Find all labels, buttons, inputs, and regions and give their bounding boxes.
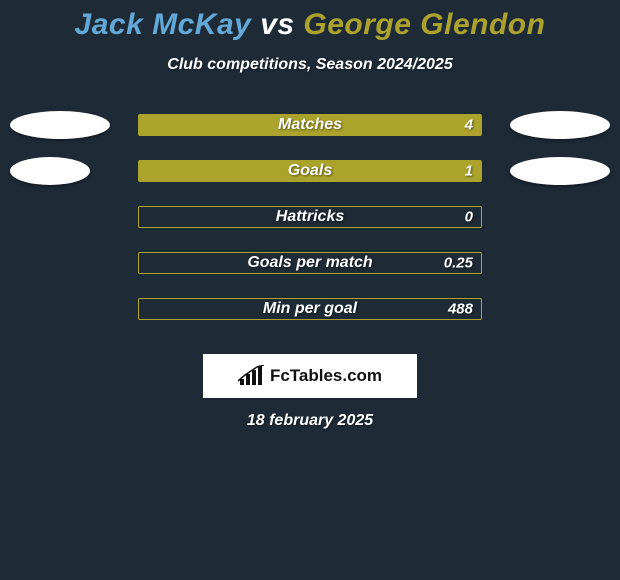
stat-row: Min per goal 488	[0, 286, 620, 332]
stat-value-right: 4	[465, 117, 473, 134]
stat-bar: Min per goal 488	[138, 298, 482, 320]
player2-oval	[510, 111, 610, 139]
player1-oval	[10, 157, 90, 185]
page-title: Jack McKay vs George Glendon	[0, 8, 620, 42]
stat-bar: Matches 4	[138, 114, 482, 136]
subtitle: Club competitions, Season 2024/2025	[0, 56, 620, 74]
stat-label: Matches	[278, 116, 342, 134]
source-text: FcTables.com	[270, 366, 382, 386]
source-badge[interactable]: FcTables.com	[203, 354, 417, 398]
stat-value-right: 1	[465, 163, 473, 180]
stat-row: Goals 1	[0, 148, 620, 194]
title-vs: vs	[260, 8, 294, 41]
bar-chart-icon	[238, 365, 264, 387]
player1-oval	[10, 111, 110, 139]
stat-bar: Hattricks 0	[138, 206, 482, 228]
stat-value-right: 0	[465, 209, 473, 226]
stat-bar: Goals 1	[138, 160, 482, 182]
stat-label: Goals per match	[247, 254, 372, 272]
player2-name: George Glendon	[303, 8, 545, 41]
stat-row: Matches 4	[0, 102, 620, 148]
stat-value-right: 488	[448, 301, 473, 318]
stat-label: Goals	[288, 162, 332, 180]
player1-name: Jack McKay	[75, 8, 252, 41]
stat-row: Goals per match 0.25	[0, 240, 620, 286]
stat-label: Min per goal	[263, 300, 357, 318]
player2-oval	[510, 157, 610, 185]
stat-label: Hattricks	[276, 208, 344, 226]
stat-value-right: 0.25	[444, 255, 473, 272]
comparison-card: Jack McKay vs George Glendon Club compet…	[0, 0, 620, 580]
stat-row: Hattricks 0	[0, 194, 620, 240]
stat-rows: Matches 4 Goals 1 Hattricks 0 Goals per match 0…	[0, 102, 620, 332]
stat-bar: Goals per match 0.25	[138, 252, 482, 274]
snapshot-date: 18 february 2025	[0, 412, 620, 430]
